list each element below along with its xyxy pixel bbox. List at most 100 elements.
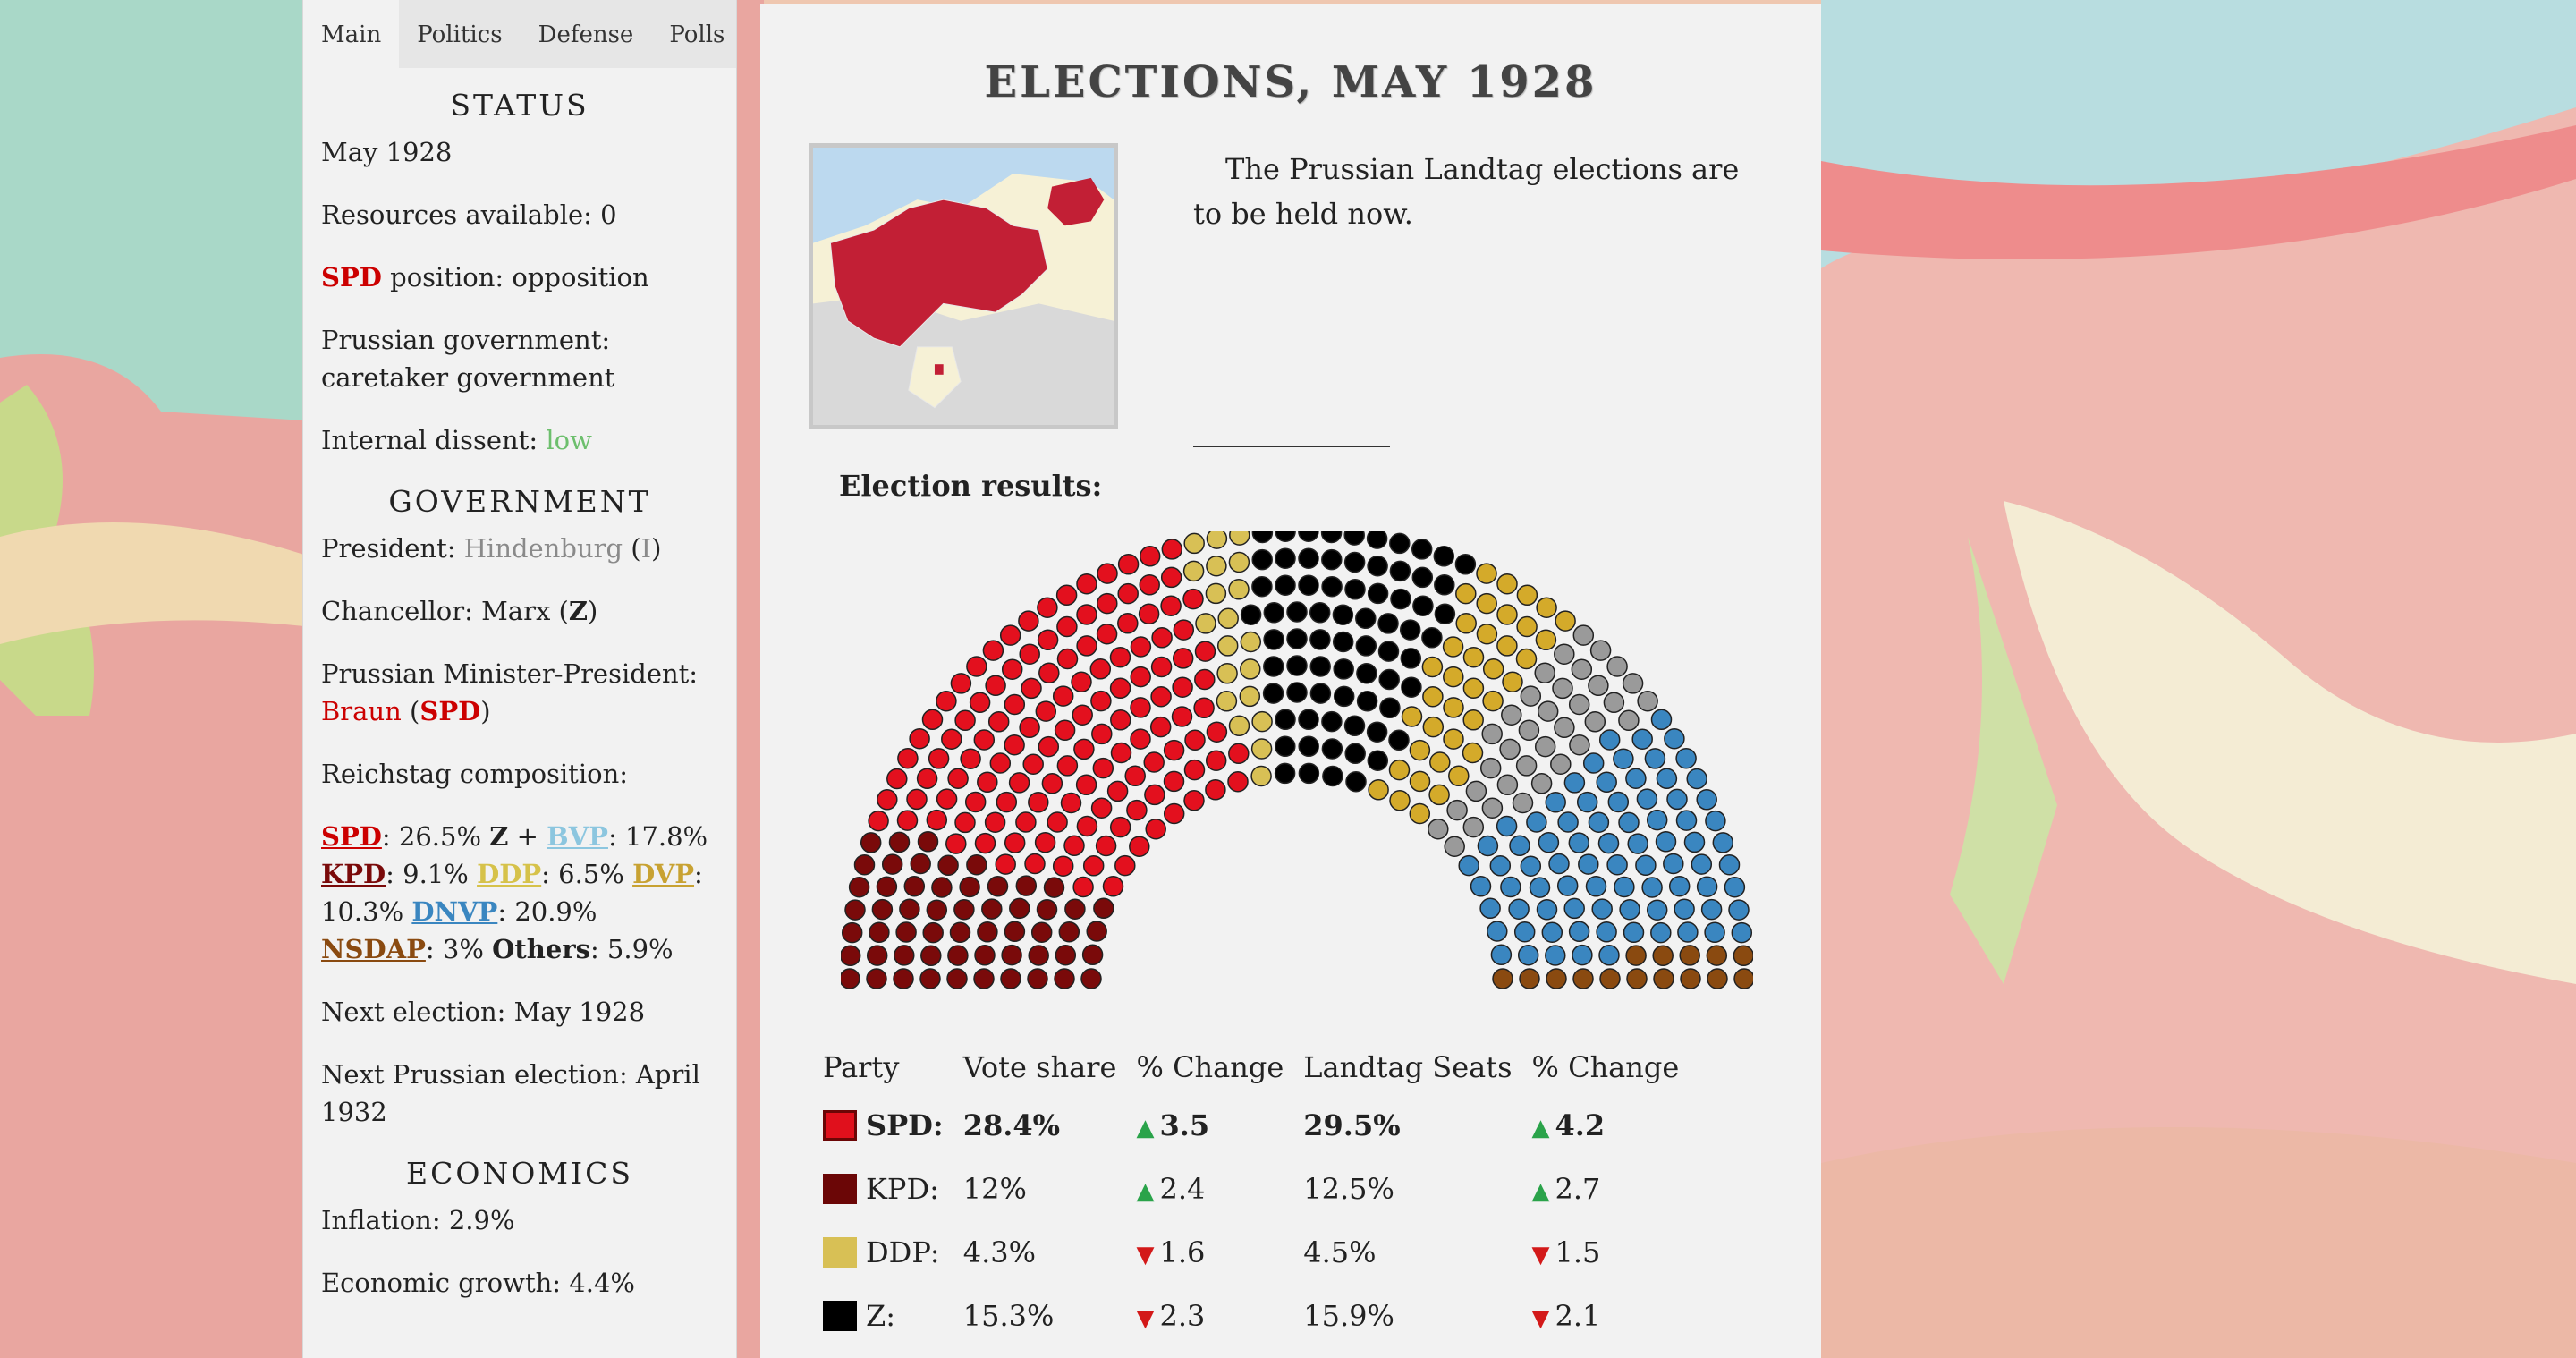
table-row: DDP: 4.3% ▼ 1.6 4.5% ▼ 1.5 xyxy=(823,1220,1699,1284)
vote-change-cell: ▲ 2.4 xyxy=(1136,1157,1303,1220)
seat-kpd xyxy=(1081,944,1104,966)
sidebar: Main Politics Defense Polls STATUS May 1… xyxy=(302,0,737,1358)
dissent-label: Internal dissent: xyxy=(321,425,547,455)
seat-spd xyxy=(947,768,969,789)
seat-spd xyxy=(1056,615,1078,638)
party-link-bvp[interactable]: BVP xyxy=(547,821,608,852)
seat-dnvp xyxy=(1563,772,1586,794)
event-description: The Prussian Landtag elections are to be… xyxy=(1193,152,1740,231)
seat-nsdap xyxy=(1680,968,1701,989)
vote-share-cell: 4.3% xyxy=(962,1235,1037,1269)
seat-z xyxy=(1356,691,1378,712)
seat-spd xyxy=(1117,582,1139,605)
chancellor: Chancellor: Marx (Z) xyxy=(321,596,598,626)
seat-z xyxy=(1286,601,1308,623)
seat-dvp xyxy=(1443,666,1464,688)
seat-dvp xyxy=(1462,646,1485,668)
party-link-spd[interactable]: SPD xyxy=(321,821,382,852)
seat-z xyxy=(1298,762,1320,785)
seat-dvp xyxy=(1429,751,1451,773)
seat-spd xyxy=(1015,811,1037,833)
seat-z xyxy=(1433,546,1455,567)
seat-spd xyxy=(1160,595,1182,616)
tab-polls[interactable]: Polls xyxy=(669,21,725,48)
seat-z xyxy=(1367,555,1388,577)
seat-kpd xyxy=(919,968,941,989)
seat-z xyxy=(1274,762,1296,785)
seat-spd xyxy=(1076,815,1098,837)
seat-spd xyxy=(877,789,898,811)
seat-z xyxy=(1378,668,1400,691)
seat-spd xyxy=(1139,546,1161,567)
seat-other xyxy=(1572,624,1595,646)
party-cell: Z: xyxy=(823,1284,963,1347)
seat-ddp xyxy=(1240,631,1262,653)
table-header-row: Party Vote share % Change Landtag Seats … xyxy=(823,1041,1699,1093)
seat-spd xyxy=(928,748,950,769)
seat-dnvp xyxy=(1656,768,1678,790)
seat-z xyxy=(1454,554,1477,575)
seat-other xyxy=(1554,717,1575,739)
party-link-ddp[interactable]: DDP xyxy=(477,859,542,889)
party-link-kpd[interactable]: KPD xyxy=(321,859,386,889)
seat-nsdap xyxy=(1652,945,1674,967)
tab-politics[interactable]: Politics xyxy=(417,21,503,48)
minister-party: SPD xyxy=(419,696,481,726)
nsdap-share: : 3% xyxy=(425,934,493,964)
seat-z xyxy=(1390,588,1411,610)
seat-kpd xyxy=(1001,944,1022,966)
government-heading: GOVERNMENT xyxy=(388,484,651,519)
seat-z xyxy=(1298,709,1319,731)
seat-z xyxy=(1286,628,1308,649)
seat-z xyxy=(1298,547,1319,569)
tab-main[interactable]: Main xyxy=(303,0,400,68)
seat-dnvp xyxy=(1513,921,1536,943)
seat-change-cell: ▼ 1.5 xyxy=(1532,1220,1699,1284)
minister-name[interactable]: Braun xyxy=(321,696,402,726)
seat-spd xyxy=(1054,719,1076,742)
seat-z xyxy=(1344,743,1366,765)
seat-spd xyxy=(1144,784,1165,806)
seat-dnvp xyxy=(1517,944,1539,966)
seat-z xyxy=(1263,629,1284,650)
seat-other xyxy=(1481,723,1503,745)
party-link-dvp[interactable]: DVP xyxy=(632,859,695,889)
seat-spd xyxy=(1097,592,1118,615)
internal-dissent: Internal dissent: low xyxy=(321,421,718,459)
seat-spd xyxy=(1150,656,1173,678)
dissent-value: low xyxy=(546,425,592,455)
seat-spd xyxy=(1052,685,1074,707)
seat-dnvp xyxy=(1487,921,1508,942)
seat-change-value: 2.7 xyxy=(1555,1171,1601,1206)
seat-kpd xyxy=(931,877,953,898)
seat-spd xyxy=(1194,668,1216,691)
party-link-dnvp[interactable]: DNVP xyxy=(411,896,498,927)
seat-other xyxy=(1554,643,1575,665)
seat-share-cell: 12.5% xyxy=(1303,1171,1394,1206)
seat-other xyxy=(1637,690,1658,712)
seat-z xyxy=(1262,683,1284,704)
current-date: May 1928 xyxy=(321,137,453,167)
president-party: I xyxy=(640,533,652,564)
president-name[interactable]: Hindenburg xyxy=(463,533,623,564)
seat-nsdap xyxy=(1733,968,1753,989)
seat-other xyxy=(1589,640,1612,661)
tab-defense[interactable]: Defense xyxy=(538,21,634,48)
seat-kpd xyxy=(1043,877,1065,898)
seat-dnvp xyxy=(1636,788,1658,810)
seat-spd xyxy=(1038,735,1060,758)
seat-kpd xyxy=(1000,968,1021,989)
seat-spd xyxy=(1130,728,1151,750)
seat-spd xyxy=(1095,835,1117,857)
inflation: Inflation: 2.9% xyxy=(321,1205,515,1235)
seat-z xyxy=(1286,655,1308,676)
seat-share-cell: 15.9% xyxy=(1303,1298,1394,1333)
seat-other xyxy=(1465,780,1487,802)
seat-dnvp xyxy=(1568,832,1590,853)
party-link-nsdap[interactable]: NSDAP xyxy=(321,934,426,964)
seat-other xyxy=(1622,673,1644,694)
chancellor-name[interactable]: Marx xyxy=(481,596,551,626)
seat-kpd xyxy=(1086,921,1107,942)
seat-spd xyxy=(936,788,958,810)
others-label: Others xyxy=(492,934,590,964)
